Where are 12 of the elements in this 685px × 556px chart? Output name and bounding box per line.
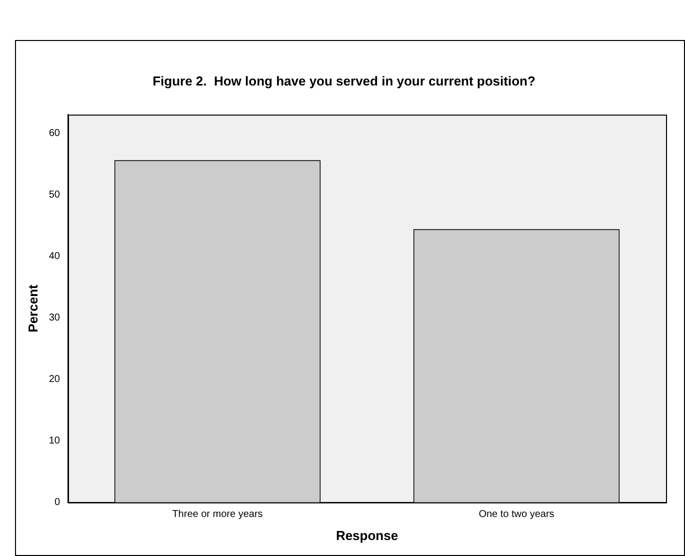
x-tick-label: One to two years (478, 509, 554, 520)
y-tick-label: 40 (48, 250, 60, 262)
x-tick-label: Three or more years (172, 509, 263, 520)
y-tick-label: 0 (54, 497, 60, 508)
x-axis-title: Response (336, 528, 398, 543)
chart-title: Figure 2. How long have you served in your current position? (152, 73, 536, 88)
y-tick-label: 10 (48, 436, 60, 447)
y-tick-label: 20 (48, 374, 60, 386)
y-axis-title: Percent (25, 284, 40, 332)
y-tick-label: 30 (48, 312, 60, 324)
y-tick-label: 60 (48, 128, 60, 139)
y-tick-label: 50 (48, 189, 60, 200)
